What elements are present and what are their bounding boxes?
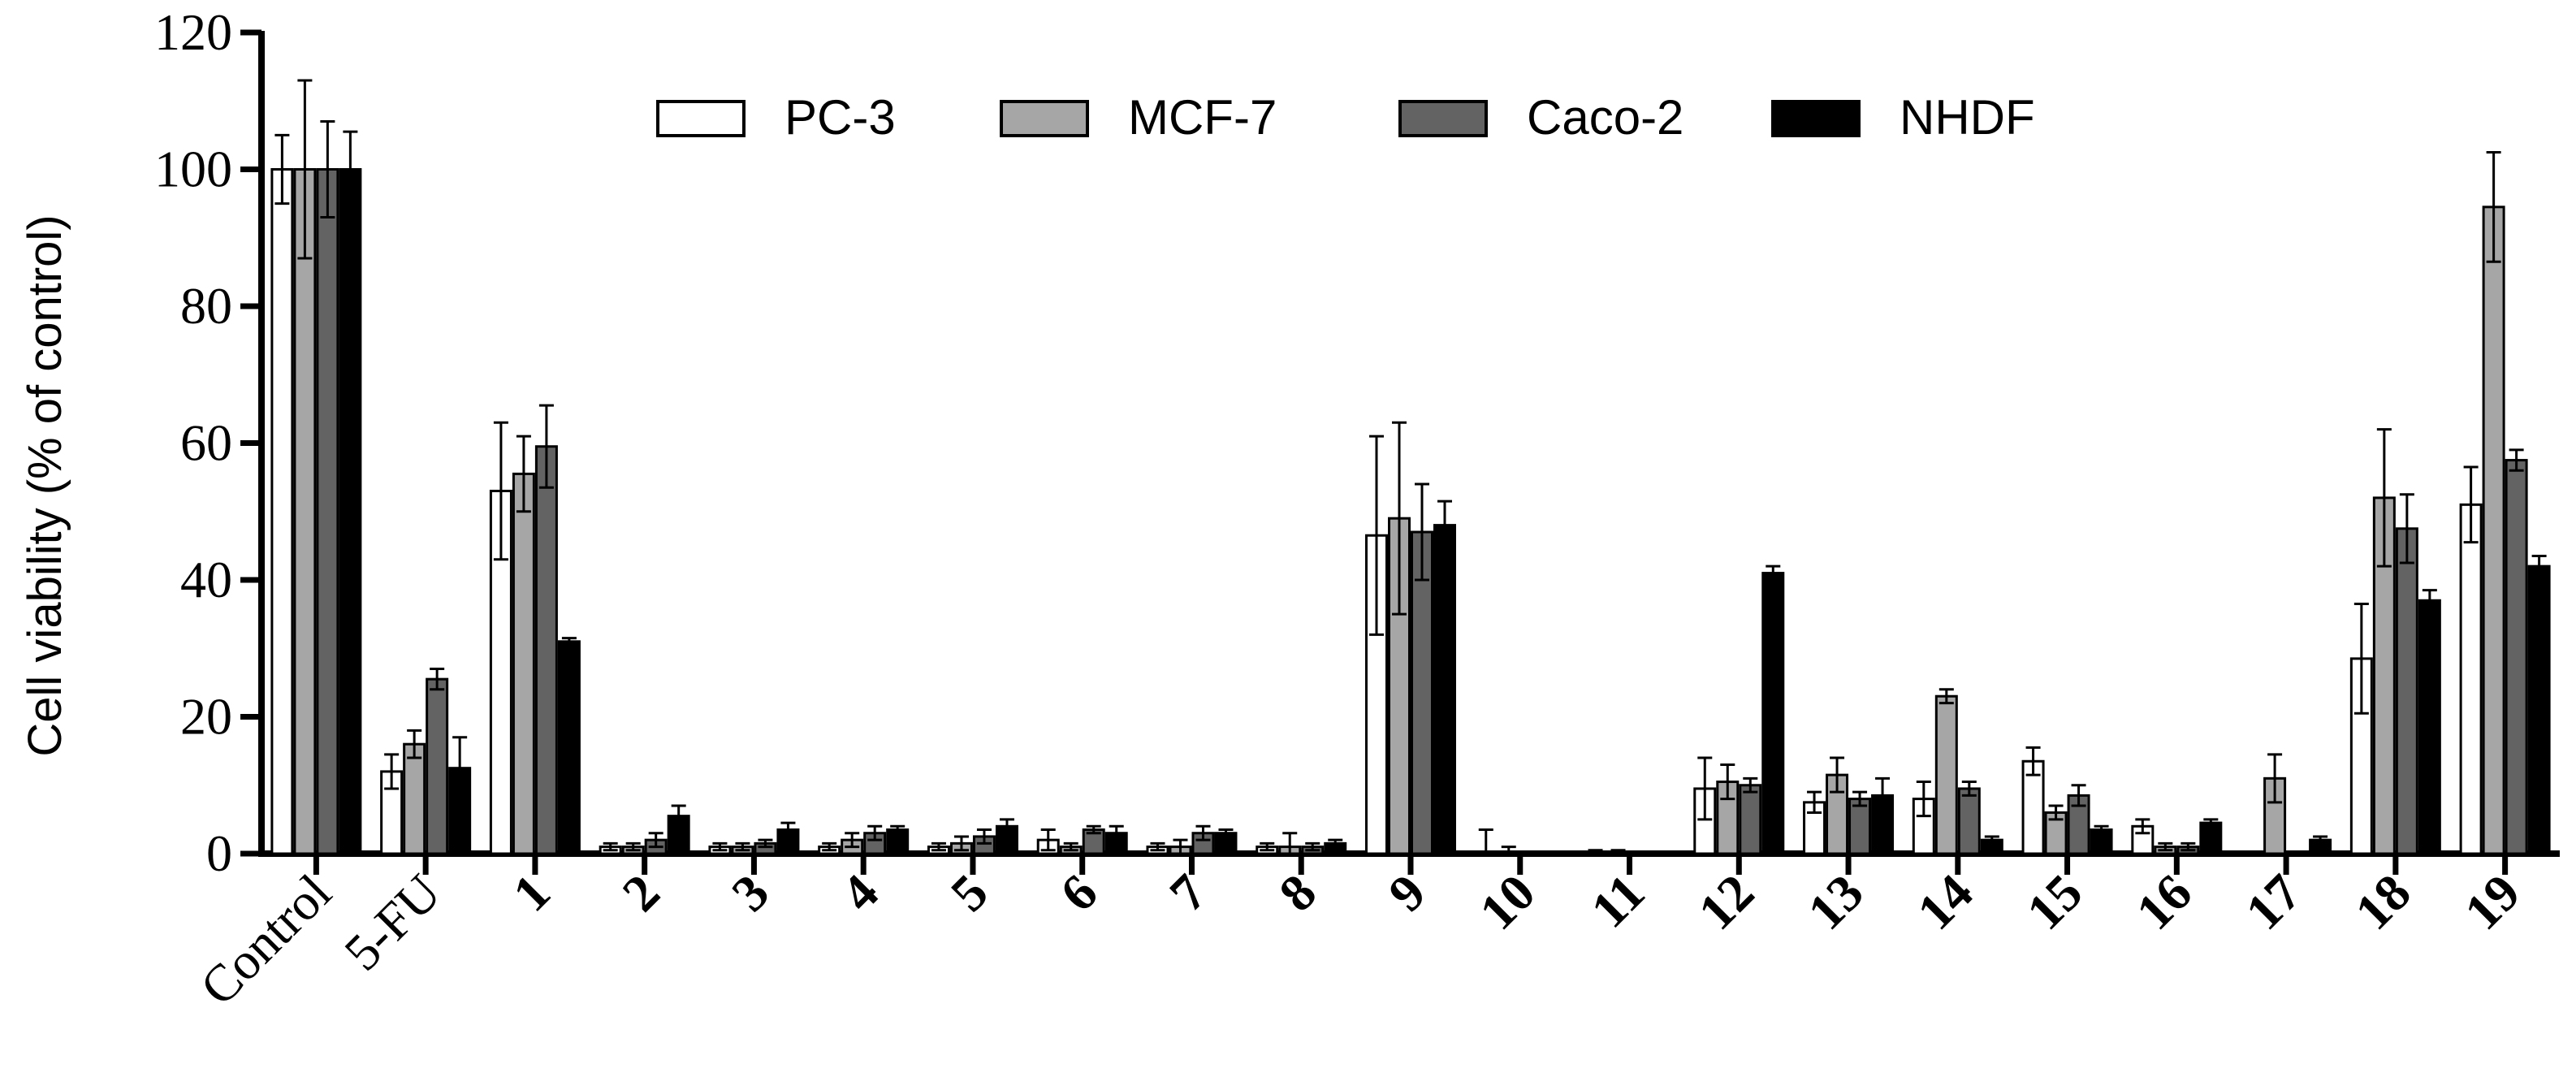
y-tick-label: 20 [180, 688, 232, 746]
error-bars-group [274, 79, 2547, 855]
bar-caco-2 [1411, 530, 1433, 855]
bar-caco-2 [1739, 784, 1762, 855]
x-category-label: 4 [830, 863, 889, 923]
bar-nhdf [2527, 564, 2551, 855]
bar-mcf-7 [403, 742, 426, 855]
bars-group [270, 168, 2551, 855]
bar-mcf-7 [512, 472, 535, 855]
bar-nhdf [1761, 572, 1785, 855]
bar-pc-3 [270, 168, 294, 855]
x-category-label: 11 [1580, 863, 1655, 939]
bar-nhdf [1104, 832, 1128, 855]
y-tick-label: 40 [180, 551, 232, 608]
legend: PC-3 MCF-7 Caco-2 NHDF [656, 90, 2035, 145]
y-tick-label: 120 [154, 3, 232, 61]
x-category-label: 7 [1159, 863, 1218, 923]
y-axis-title: Cell viability (% of control) [19, 214, 71, 756]
x-category-label: 5 [940, 863, 999, 923]
bar-caco-2 [316, 168, 339, 855]
bar-mcf-7 [2482, 205, 2505, 855]
bar-nhdf [2199, 821, 2223, 855]
bar-nhdf [1433, 524, 1456, 855]
legend-swatch-mcf-7 [1000, 100, 1089, 137]
x-category-label: 10 [1468, 863, 1545, 941]
bar-caco-2 [534, 445, 558, 855]
x-category-label: 12 [1688, 863, 1765, 941]
x-category-label: 8 [1268, 863, 1327, 923]
bar-nhdf [557, 640, 581, 855]
x-category-label: 13 [1796, 863, 1874, 941]
bar-nhdf [2418, 599, 2441, 855]
x-category-label: 18 [2344, 863, 2421, 941]
bar-caco-2 [2505, 459, 2528, 855]
y-tick-label: 100 [154, 141, 232, 198]
bar-mcf-7 [1934, 694, 1958, 855]
x-category-label: 1 [502, 863, 561, 923]
y-tick-label: 80 [180, 277, 232, 335]
x-category-label: 15 [2016, 863, 2093, 941]
bar-pc-3 [2459, 503, 2483, 855]
legend-label-pc-3: PC-3 [784, 90, 896, 145]
bar-pc-3 [2021, 759, 2045, 855]
bar-mcf-7 [293, 168, 317, 855]
x-category-label: 3 [720, 863, 780, 923]
bar-caco-2 [1848, 798, 1872, 855]
x-category-label: 16 [2125, 863, 2202, 941]
bar-caco-2 [1957, 787, 1981, 855]
x-category-label: 6 [1049, 863, 1109, 923]
legend-swatch-pc-3 [656, 100, 746, 137]
bar-nhdf [339, 168, 362, 855]
x-category-label: 17 [2235, 863, 2312, 941]
legend-label-nhdf: NHDF [1900, 90, 2035, 145]
legend-label-mcf-7: MCF-7 [1128, 90, 1277, 145]
legend-swatch-nhdf [1771, 100, 1861, 137]
y-tick-label: 0 [206, 824, 232, 882]
x-category-label: Control [189, 863, 342, 1016]
bar-caco-2 [426, 677, 449, 855]
x-category-label: 2 [612, 863, 671, 923]
bar-mcf-7 [1716, 781, 1740, 855]
bar-caco-2 [2395, 527, 2418, 855]
x-category-label: 9 [1377, 863, 1437, 923]
legend-swatch-caco-2 [1398, 100, 1488, 137]
x-category-label: 14 [1906, 863, 1983, 941]
legend-label-caco-2: Caco-2 [1527, 90, 1683, 145]
y-tick-label: 60 [180, 414, 232, 472]
x-category-label: 5-FU [333, 863, 452, 982]
x-category-label: 19 [2453, 863, 2531, 941]
